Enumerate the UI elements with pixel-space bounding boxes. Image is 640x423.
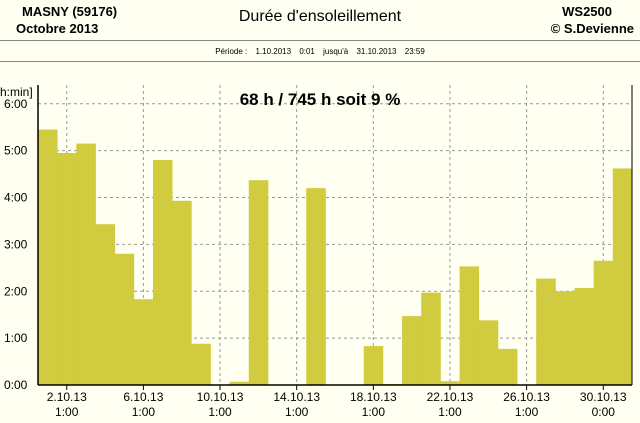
header-divider — [0, 40, 640, 41]
period-end: 31.10.2013 — [356, 47, 397, 56]
y-tick-label: 1:00 — [4, 331, 28, 345]
chart-axes — [37, 85, 633, 390]
x-tick-time: 1:00 — [208, 405, 232, 419]
chart-bars — [38, 129, 633, 385]
bar — [574, 287, 595, 385]
x-tick-date: 18.10.13 — [350, 390, 397, 404]
bar — [76, 143, 96, 385]
author-label: © S.Devienne — [550, 21, 634, 36]
x-tick-date: 30.10.13 — [580, 390, 627, 404]
bar — [191, 343, 211, 385]
bar — [421, 292, 441, 385]
period-end-time: 23:59 — [404, 47, 425, 56]
bar — [612, 168, 633, 385]
x-tick-date: 26.10.13 — [503, 390, 550, 404]
bar — [555, 291, 575, 385]
y-tick-label: 6:00 — [4, 97, 28, 111]
bar — [229, 381, 250, 385]
x-tick-time: 0:00 — [592, 405, 616, 419]
brand-label: WS2500 — [562, 4, 612, 19]
y-tick-label: 2:00 — [4, 284, 28, 298]
station-name: MASNY (59176) — [22, 4, 118, 19]
y-tick-label: 0:00 — [4, 378, 28, 392]
y-tick-label: 3:00 — [4, 237, 28, 251]
bar — [459, 266, 480, 385]
x-tick-time: 1:00 — [55, 405, 79, 419]
period-divider — [0, 61, 640, 62]
y-tick-label: 4:00 — [4, 191, 28, 205]
period-start-time: 0:01 — [299, 47, 315, 56]
bar — [497, 348, 518, 385]
summary-label: 68 h / 745 h soit 9 % — [239, 90, 401, 109]
x-tick-date: 2.10.13 — [47, 390, 87, 404]
x-tick-date: 14.10.13 — [273, 390, 320, 404]
bar — [172, 200, 192, 385]
bar — [38, 129, 58, 385]
bar — [363, 346, 384, 385]
y-axis-label: h:min] — [0, 85, 33, 99]
bar — [133, 299, 154, 385]
period-until: jusqu'à — [323, 47, 349, 56]
bar — [536, 278, 556, 385]
bar — [248, 180, 269, 385]
x-tick-date: 6.10.13 — [123, 390, 163, 404]
x-tick-date: 10.10.13 — [197, 390, 244, 404]
period-label: Période : — [215, 47, 248, 56]
bar — [152, 160, 173, 385]
bar — [114, 253, 135, 385]
bar — [402, 316, 422, 385]
bar — [478, 320, 499, 385]
bar — [95, 224, 116, 385]
chart-title: Durée d'ensoleillement — [238, 8, 402, 25]
x-tick-time: 1:00 — [132, 405, 156, 419]
x-tick-time: 1:00 — [285, 405, 309, 419]
bar — [306, 188, 326, 385]
x-tick-time: 1:00 — [362, 405, 386, 419]
x-tick-labels: 2.10.131:006.10.131:0010.10.131:0014.10.… — [47, 390, 627, 419]
y-tick-label: 5:00 — [4, 144, 28, 158]
month-label: Octobre 2013 — [16, 21, 99, 36]
x-tick-time: 1:00 — [515, 405, 539, 419]
period-line: Période : 1.10.2013 0:01 jusqu'à 31.10.2… — [0, 47, 640, 56]
x-tick-time: 1:00 — [438, 405, 462, 419]
bar — [57, 152, 77, 385]
bar — [440, 381, 460, 385]
bar — [593, 260, 614, 385]
y-tick-labels: 0:00 1:00 2:00 3:00 4:00 5:00 6:00 — [4, 97, 28, 392]
x-tick-date: 22.10.13 — [427, 390, 474, 404]
period-start: 1.10.2013 — [255, 47, 292, 56]
